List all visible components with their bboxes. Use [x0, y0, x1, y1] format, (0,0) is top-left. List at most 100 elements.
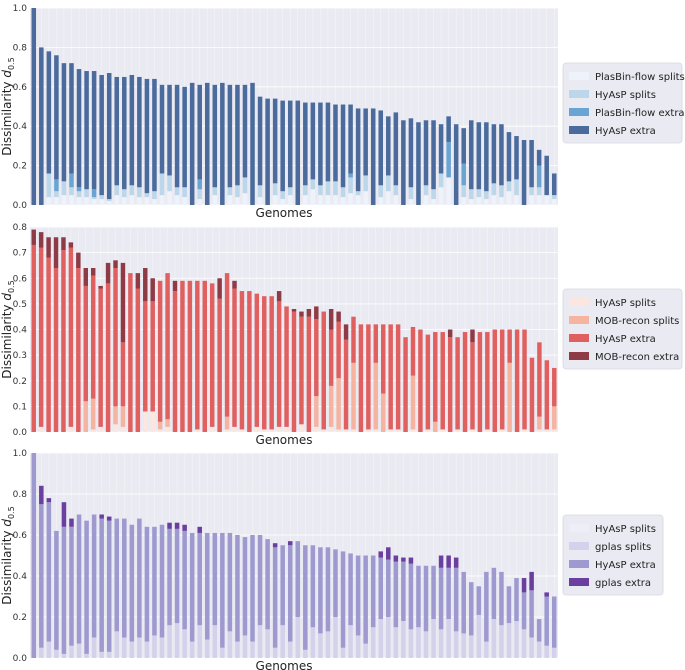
bar-segment-hyasp-splits — [91, 197, 97, 200]
bar-segment-hyasp-splits — [318, 185, 323, 196]
legend-entry: HyAsP splits — [595, 298, 656, 309]
bar-segment-mob-recon-extra — [61, 237, 66, 251]
y-tick-label: 0.6 — [13, 531, 28, 541]
bar-segment-plasbin-flow-splits — [363, 191, 368, 205]
legend-swatch — [569, 524, 589, 532]
bar-segment-hyasp-extra — [114, 76, 120, 186]
bar-segment-gplas-splits — [84, 653, 89, 658]
bar-segment-gplas-splits — [491, 619, 497, 658]
bar-segment-hyasp-extra — [355, 555, 361, 636]
y-tick-label: 0.8 — [13, 43, 28, 53]
bar-segment-hyasp-extra — [529, 590, 534, 638]
bar-segment-mob-recon-splits — [351, 362, 356, 430]
bar-segment-gplas-extra — [438, 555, 444, 568]
bar-segment-plasbin-flow-splits — [393, 195, 399, 205]
bar-segment-hyasp-splits — [113, 424, 118, 432]
bar-segment-plasbin-flow-splits — [318, 195, 323, 205]
bar-segment-gplas-extra — [272, 543, 278, 548]
y-tick-label: 0.4 — [13, 326, 28, 336]
bar-segment-gplas-splits — [295, 617, 301, 658]
bar-segment-hyasp-extra — [477, 332, 483, 432]
bar-segment-hyasp-splits — [373, 429, 379, 432]
bar-segment-mob-recon-splits — [328, 385, 334, 427]
bar-segment-gplas-splits — [144, 641, 150, 658]
bar-segment-gplas-splits — [348, 625, 353, 658]
bar-segment-hyasp-splits — [537, 429, 542, 432]
y-tick-label: 0.2 — [13, 162, 27, 172]
bar-segment-hyasp-splits — [262, 429, 267, 432]
bar-segment-gplas-splits — [514, 621, 519, 658]
bar-segment-hyasp-splits — [46, 173, 52, 198]
bar-segment-plasbin-flow-splits — [235, 197, 240, 205]
bar-segment-mob-recon-splits — [433, 421, 438, 432]
bar-segment-mob-recon-extra — [291, 309, 297, 312]
legend-entry: HyAsP splits — [595, 524, 656, 535]
bar-segment-hyasp-extra — [287, 100, 293, 188]
bar-segment-hyasp-extra — [269, 296, 274, 430]
bar-segment-hyasp-extra — [378, 557, 384, 620]
bar-segment-hyasp-extra — [416, 565, 421, 628]
bar-segment-gplas-splits — [257, 625, 263, 658]
bar-segment-gplas-splits — [39, 647, 44, 658]
bar-segment-hyasp-extra — [408, 563, 414, 630]
bar-segment-hyasp-splits — [386, 175, 391, 192]
bar-segment-hyasp-splits — [333, 181, 338, 196]
bar-segment-hyasp-extra — [129, 74, 135, 186]
y-tick-label: 0.5 — [13, 300, 27, 310]
bar-segment-hyasp-splits — [321, 429, 326, 432]
legend-entry: HyAsP splits — [595, 90, 656, 101]
bar-segment-hyasp-extra — [91, 71, 97, 190]
bar-segment-hyasp-extra — [328, 329, 334, 386]
bar-segment-hyasp-splits — [299, 424, 304, 432]
bar-segment-hyasp-splits — [122, 189, 127, 198]
y-tick-label: 1.0 — [13, 449, 28, 459]
bar-segment-hyasp-extra — [446, 116, 451, 142]
bar-segment-hyasp-extra — [165, 273, 170, 420]
bar-segment-hyasp-extra — [157, 280, 163, 422]
bar-segment-mob-recon-splits — [336, 378, 341, 430]
bar-segment-hyasp-extra — [536, 149, 542, 166]
bar-segment-gplas-splits — [54, 649, 59, 658]
bar-segment-hyasp-extra — [135, 288, 141, 432]
bar-segment-hyasp-extra — [150, 301, 155, 412]
bar-segment-plasbin-flow-splits — [129, 195, 135, 205]
bar-segment-hyasp-extra — [69, 63, 74, 174]
bar-segment-mob-recon-splits — [165, 419, 170, 427]
bar-segment-hyasp-extra — [446, 567, 451, 620]
bar-segment-hyasp-extra — [227, 532, 233, 632]
bar-segment-hyasp-extra — [182, 86, 187, 188]
bar-segment-mob-recon-extra — [90, 268, 96, 276]
bar-segment-hyasp-extra — [310, 545, 316, 628]
bar-segment-hyasp-splits — [395, 429, 401, 432]
bar-segment-hyasp-splits — [209, 426, 215, 433]
bar-segment-plasbin-flow-extra — [461, 163, 466, 186]
bar-segment-hyasp-extra — [551, 596, 557, 648]
bar-segment-hyasp-extra — [393, 561, 399, 628]
bar-segment-gplas-extra — [408, 557, 414, 564]
bar-segment-gplas-splits — [438, 629, 444, 658]
bar-segment-hyasp-splits — [254, 426, 260, 433]
bar-segment-hyasp-extra — [272, 98, 278, 184]
bar-segment-gplas-extra — [197, 526, 202, 533]
bar-segment-plasbin-flow-splits — [423, 195, 429, 205]
bar-segment-hyasp-extra — [189, 532, 195, 642]
bar-segment-hyasp-extra — [348, 553, 353, 626]
bar-segment-hyasp-splits — [499, 429, 505, 432]
chart-panel-2: 0.0 0.1 0.2 0.3 0.4 0.5 0.6 0.7 0.8 Dissimilarity… — [0, 223, 683, 447]
y-axis-label: Dissimilarity d0.5 — [0, 57, 16, 155]
bar-segment-hyasp-splits — [280, 191, 285, 200]
bar-segment-hyasp-extra — [544, 155, 549, 196]
bar-segment-plasbin-flow-splits — [431, 199, 436, 205]
y-tick-label: 0.3 — [13, 351, 27, 361]
bar-segment-hyasp-extra — [386, 116, 391, 176]
bar-segment-hyasp-extra — [98, 288, 103, 427]
bar-segment-hyasp-splits — [336, 429, 341, 432]
bar-segment-hyasp-splits — [99, 195, 104, 200]
bar-segment-hyasp-extra — [239, 291, 245, 430]
bar-segment-plasbin-flow-splits — [325, 195, 331, 205]
bar-segment-plasbin-flow-splits — [182, 197, 187, 205]
bar-segment-gplas-splits — [91, 637, 97, 658]
bar-segment-hyasp-extra — [484, 571, 489, 642]
bar-segment-plasbin-flow-splits — [114, 195, 120, 205]
bar-segment-gplas-splits — [114, 631, 120, 658]
